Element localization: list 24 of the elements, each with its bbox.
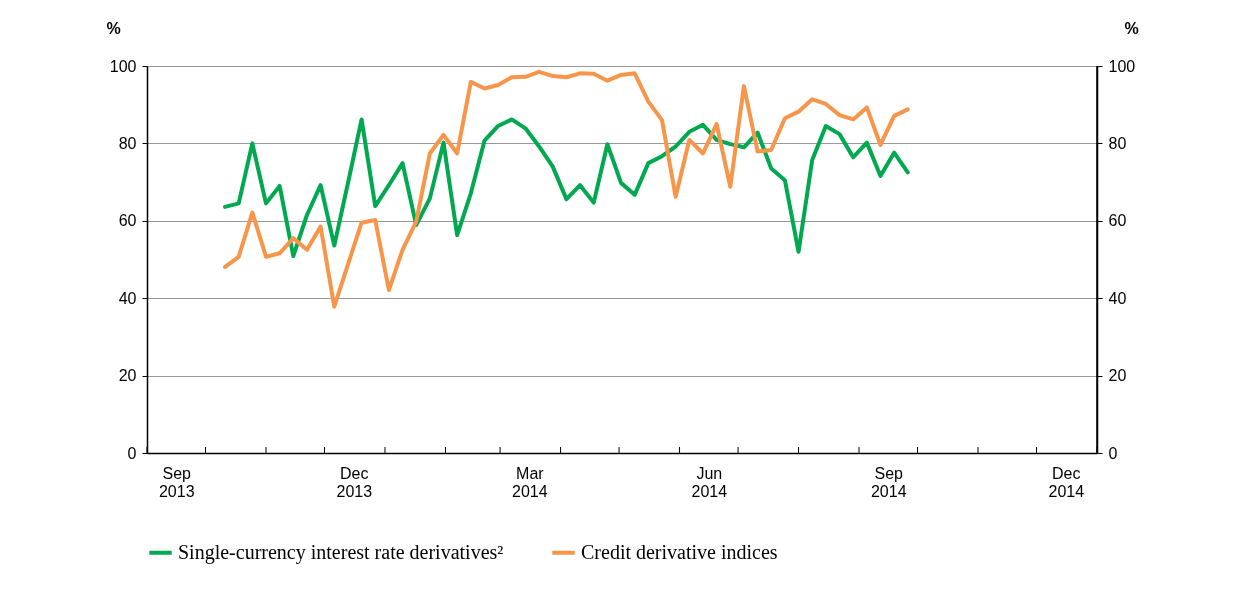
y-tick-label: 0	[127, 444, 137, 462]
y2-tick-label: 0	[1108, 444, 1118, 462]
y-axis-title: %	[106, 19, 121, 37]
y-tick-label: 20	[118, 367, 137, 385]
y-tick-label: 80	[118, 134, 137, 152]
y2-tick-label: 20	[1108, 367, 1127, 385]
y2-tick-label: 80	[1108, 134, 1127, 152]
legend-label: Credit derivative indices	[581, 540, 778, 563]
x-tick-label: Mar 2014	[512, 464, 548, 500]
y2-tick-label: 60	[1108, 212, 1127, 230]
x-tick-label: Jun 2014	[691, 464, 728, 500]
y2-axis-title: %	[1124, 19, 1139, 37]
y-tick-label: 60	[118, 212, 137, 230]
y2-tick-label: 100	[1108, 57, 1136, 75]
x-tick-label: Sep 2014	[870, 464, 907, 500]
y-tick-label: 100	[109, 57, 137, 75]
x-tick-label: Dec 2013	[336, 464, 373, 500]
line-series	[223, 117, 910, 259]
line-series	[223, 69, 910, 309]
x-tick-label: Dec 2014	[1048, 464, 1085, 500]
x-tick-label: Sep 2013	[158, 464, 195, 500]
y-tick-label: 40	[118, 289, 137, 307]
legend-label: Single-currency interest rate derivatives²	[178, 540, 504, 564]
y2-tick-label: 40	[1108, 289, 1127, 307]
